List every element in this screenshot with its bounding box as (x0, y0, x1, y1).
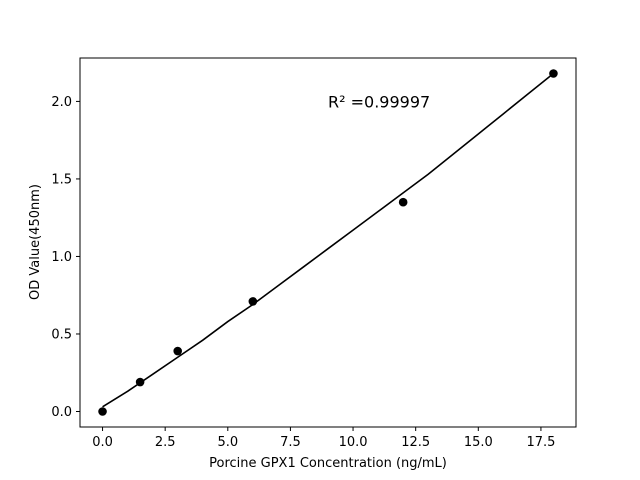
x-tick-label: 5.0 (217, 435, 238, 450)
plot-frame (79, 57, 577, 428)
data-point (98, 407, 107, 416)
data-point (549, 69, 558, 78)
data-point (135, 377, 145, 387)
data-point (173, 346, 182, 356)
y-tick-label: 1.5 (51, 172, 72, 187)
y-tick-label: 0.0 (51, 405, 72, 420)
x-tick-label: 2.5 (155, 435, 176, 450)
y-tick-label: 2.0 (51, 95, 72, 110)
x-tick-label: 10.0 (339, 435, 368, 450)
x-tick-label: 12.5 (401, 435, 430, 450)
x-tick-label: 7.5 (280, 435, 301, 450)
x-tick-label: 17.5 (526, 435, 555, 450)
y-axis-label: OD Value(450nm) (28, 184, 43, 300)
x-axis-ticks: 0.0 2.5 5.0 7.5 10.0 12.5 15.0 17.5 (92, 427, 555, 450)
series-layer (98, 69, 558, 416)
y-tick-label: 0.5 (51, 327, 72, 342)
data-point (398, 197, 408, 207)
data-point (248, 297, 258, 306)
r-squared-annotation: R² =0.99997 (328, 93, 430, 112)
y-tick-label: 1.0 (51, 250, 72, 265)
fit-curve (102, 72, 554, 408)
x-tick-label: 15.0 (464, 435, 493, 450)
y-axis-ticks: 0.0 0.5 1.0 1.5 2.0 (51, 95, 80, 420)
x-tick-label: 0.0 (92, 435, 113, 450)
x-axis-label: Porcine GPX1 Concentration (ng/mL) (209, 456, 447, 471)
